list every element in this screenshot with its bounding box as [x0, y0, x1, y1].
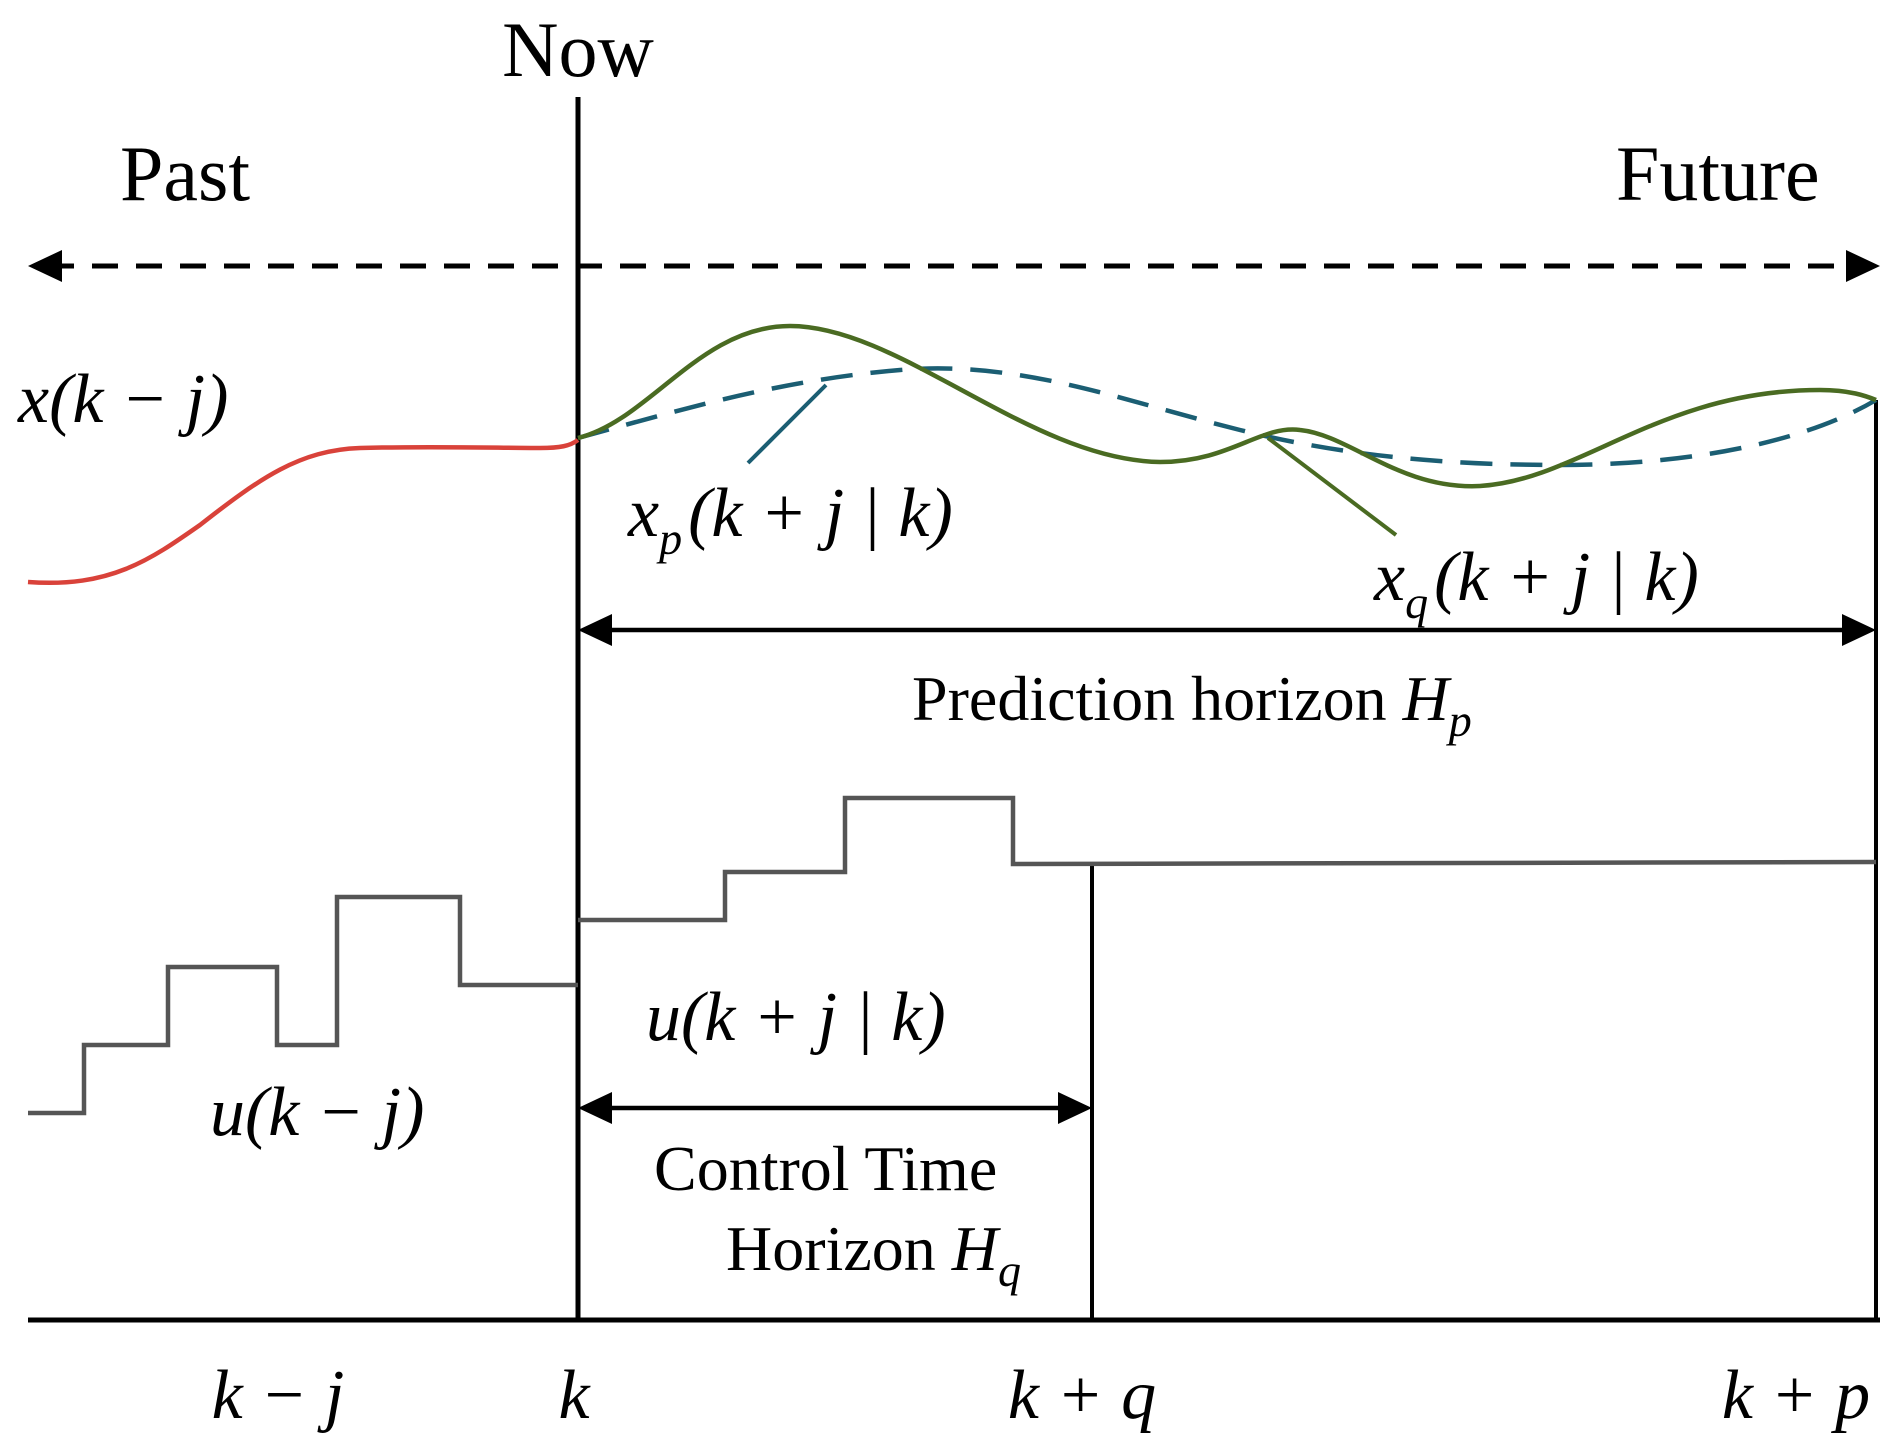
xq-label: xq(k + j | k)	[1373, 539, 1699, 628]
past-arrowhead-icon	[28, 250, 62, 282]
control-horizon-right-arrowhead-icon	[1058, 1092, 1092, 1124]
tick-k: k	[558, 1357, 591, 1434]
prediction-horizon-left-arrowhead-icon	[578, 614, 612, 646]
control-horizon-left-arrowhead-icon	[578, 1092, 612, 1124]
prediction-horizon-label: Prediction horizon Hp	[912, 663, 1472, 746]
past-control-label: u(k − j)	[210, 1074, 424, 1151]
future-control-signal	[578, 795, 1877, 923]
past-control-signal	[28, 894, 578, 1116]
tick-k-plus-p: k + p	[1722, 1357, 1870, 1434]
past-state-label: x(k − j)	[17, 361, 228, 438]
xq-leader-line	[1266, 436, 1398, 537]
now-label: Now	[502, 6, 654, 93]
reference-state-curve	[577, 366, 1878, 468]
xp-leader-line	[746, 383, 828, 465]
future-control-label: u(k + j | k)	[646, 979, 946, 1056]
future-label: Future	[1616, 130, 1820, 217]
prediction-horizon-right-arrowhead-icon	[1842, 614, 1876, 646]
predicted-state-curve	[577, 323, 1877, 489]
control-horizon-label-line1: Control Time	[654, 1133, 997, 1204]
control-horizon-label-line2: Horizon Hq	[726, 1213, 1021, 1296]
xp-label: xp(k + j | k)	[627, 475, 953, 564]
tick-k-plus-q: k + q	[1008, 1357, 1156, 1434]
tick-k-minus-j: k − j	[212, 1357, 345, 1434]
past-label: Past	[120, 130, 250, 217]
past-state-curve	[27, 438, 580, 586]
future-arrowhead-icon	[1846, 250, 1880, 282]
